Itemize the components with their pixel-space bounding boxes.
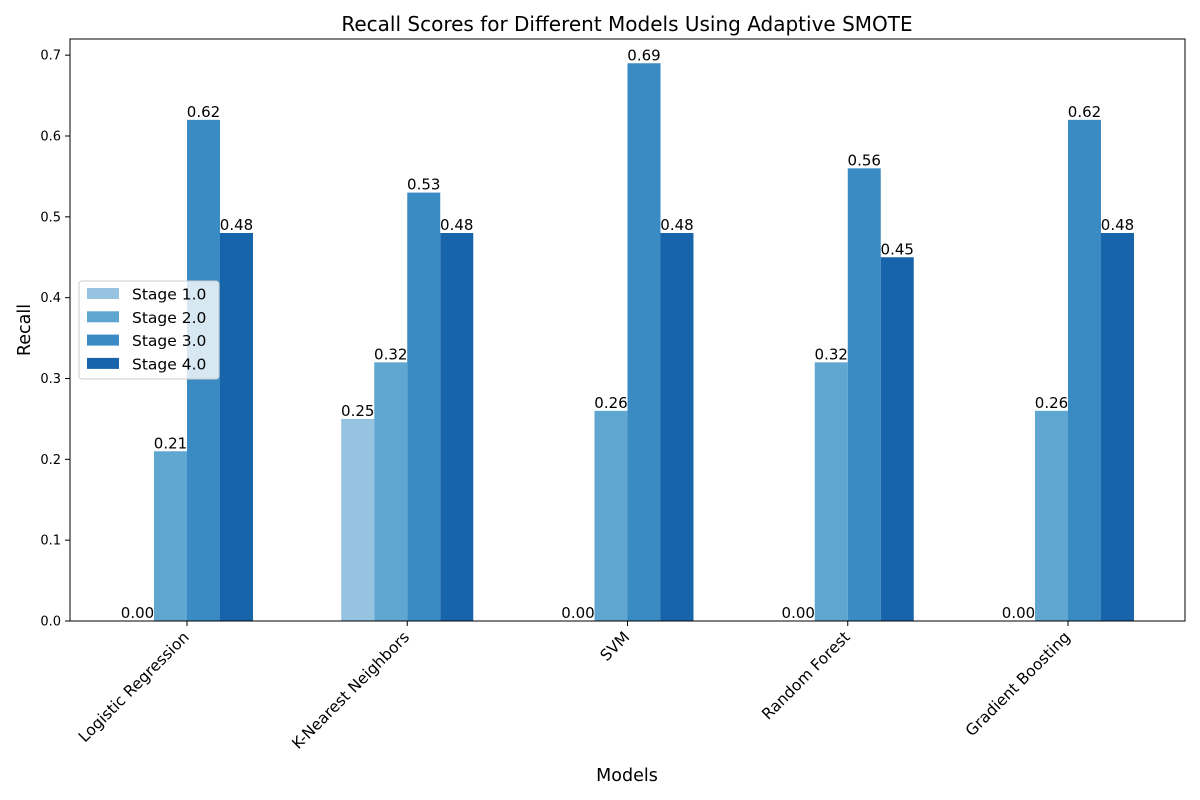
value-label-stage-1-2: 0.25 (341, 402, 374, 420)
value-label-stage-4-4: 0.45 (881, 240, 914, 258)
bar-stage-2-3 (594, 410, 628, 621)
legend-label-stage-1: Stage 1.0 (132, 286, 206, 304)
y-tick-label: 0.2 (40, 453, 61, 468)
value-label-stage-1-3: 0.00 (561, 604, 594, 622)
bar-stage-4-4 (880, 257, 914, 621)
value-label-stage-4-3: 0.48 (660, 216, 693, 234)
value-label-stage-1-5: 0.00 (1002, 604, 1035, 622)
value-label-stage-4-5: 0.48 (1101, 216, 1134, 234)
bar-stage-2-5 (1035, 410, 1068, 621)
x-category-label: SVM (597, 628, 634, 665)
x-category-label: Gradient Boosting (962, 628, 1074, 740)
value-label-stage-2-3: 0.26 (594, 394, 627, 412)
legend-label-stage-4: Stage 4.0 (132, 355, 206, 373)
value-label-stage-2-1: 0.21 (154, 434, 187, 452)
bar-stage-4-1 (220, 233, 253, 621)
value-label-stage-3-5: 0.62 (1068, 103, 1101, 121)
bar-stage-2-4 (814, 362, 848, 621)
y-axis-title: Recall (15, 304, 35, 356)
bar-stage-3-4 (847, 168, 881, 622)
bar-stage-4-3 (660, 233, 694, 621)
y-tick-label: 0.6 (40, 130, 61, 145)
bar-stage-3-2 (407, 192, 441, 622)
value-label-stage-2-5: 0.26 (1035, 394, 1068, 412)
value-label-stage-1-4: 0.00 (782, 604, 815, 622)
legend-swatch-stage-2 (87, 311, 119, 323)
value-label-stage-4-1: 0.48 (220, 216, 253, 234)
x-axis: Logistic Regression K-Nearest Neighbors SV… (75, 621, 1074, 753)
value-label-stage-1-1: 0.00 (121, 604, 154, 622)
value-labels-layer: 0.00 0.25 0.00 0.00 0.00 0.21 0.32 0.26 0.32 0.26… (121, 46, 1134, 622)
legend-swatch-stage-3 (87, 334, 119, 346)
bar-stage-2-2 (374, 362, 408, 621)
bar-stage-4-5 (1101, 233, 1134, 621)
y-tick-label: 0.0 (40, 615, 61, 630)
y-tick-label: 0.3 (40, 372, 61, 387)
value-label-stage-3-4: 0.56 (848, 151, 881, 169)
y-tick-label: 0.4 (40, 291, 61, 306)
value-label-stage-4-2: 0.48 (440, 216, 473, 234)
legend-swatch-stage-1 (87, 288, 119, 299)
legend-swatch-stage-4 (87, 357, 119, 369)
x-category-label: Logistic Regression (75, 628, 193, 746)
bar-stage-3-3 (627, 63, 661, 621)
legend: Stage 1.0 Stage 2.0 Stage 3.0 Stage 4.0 (78, 280, 220, 380)
bar-stage-1-2 (341, 418, 375, 621)
chart-title: Recall Scores for Different Models Using… (341, 12, 912, 36)
bar-stage-4-2 (440, 233, 474, 621)
bar-stage-3-5 (1068, 119, 1101, 621)
x-axis-title: Models (596, 766, 658, 786)
bar-stage-2-1 (154, 451, 187, 621)
y-tick-label: 0.5 (40, 210, 61, 225)
x-category-label: K-Nearest Neighbors (288, 628, 413, 753)
y-tick-label: 0.1 (40, 534, 61, 549)
legend-label-stage-3: Stage 3.0 (132, 332, 206, 350)
x-category-label: Random Forest (758, 628, 853, 723)
y-axis: 0.0 0.1 0.2 0.3 0.4 0.5 0.6 0.7 (40, 49, 70, 630)
legend-box (78, 280, 220, 380)
value-label-stage-2-4: 0.32 (815, 345, 848, 363)
value-label-stage-3-2: 0.53 (407, 176, 440, 194)
value-label-stage-2-2: 0.32 (374, 345, 407, 363)
value-label-stage-3-1: 0.62 (187, 103, 220, 121)
value-label-stage-3-3: 0.69 (627, 46, 660, 64)
bars-layer (154, 63, 1134, 622)
legend-label-stage-2: Stage 2.0 (132, 309, 206, 327)
y-tick-label: 0.7 (40, 49, 61, 64)
